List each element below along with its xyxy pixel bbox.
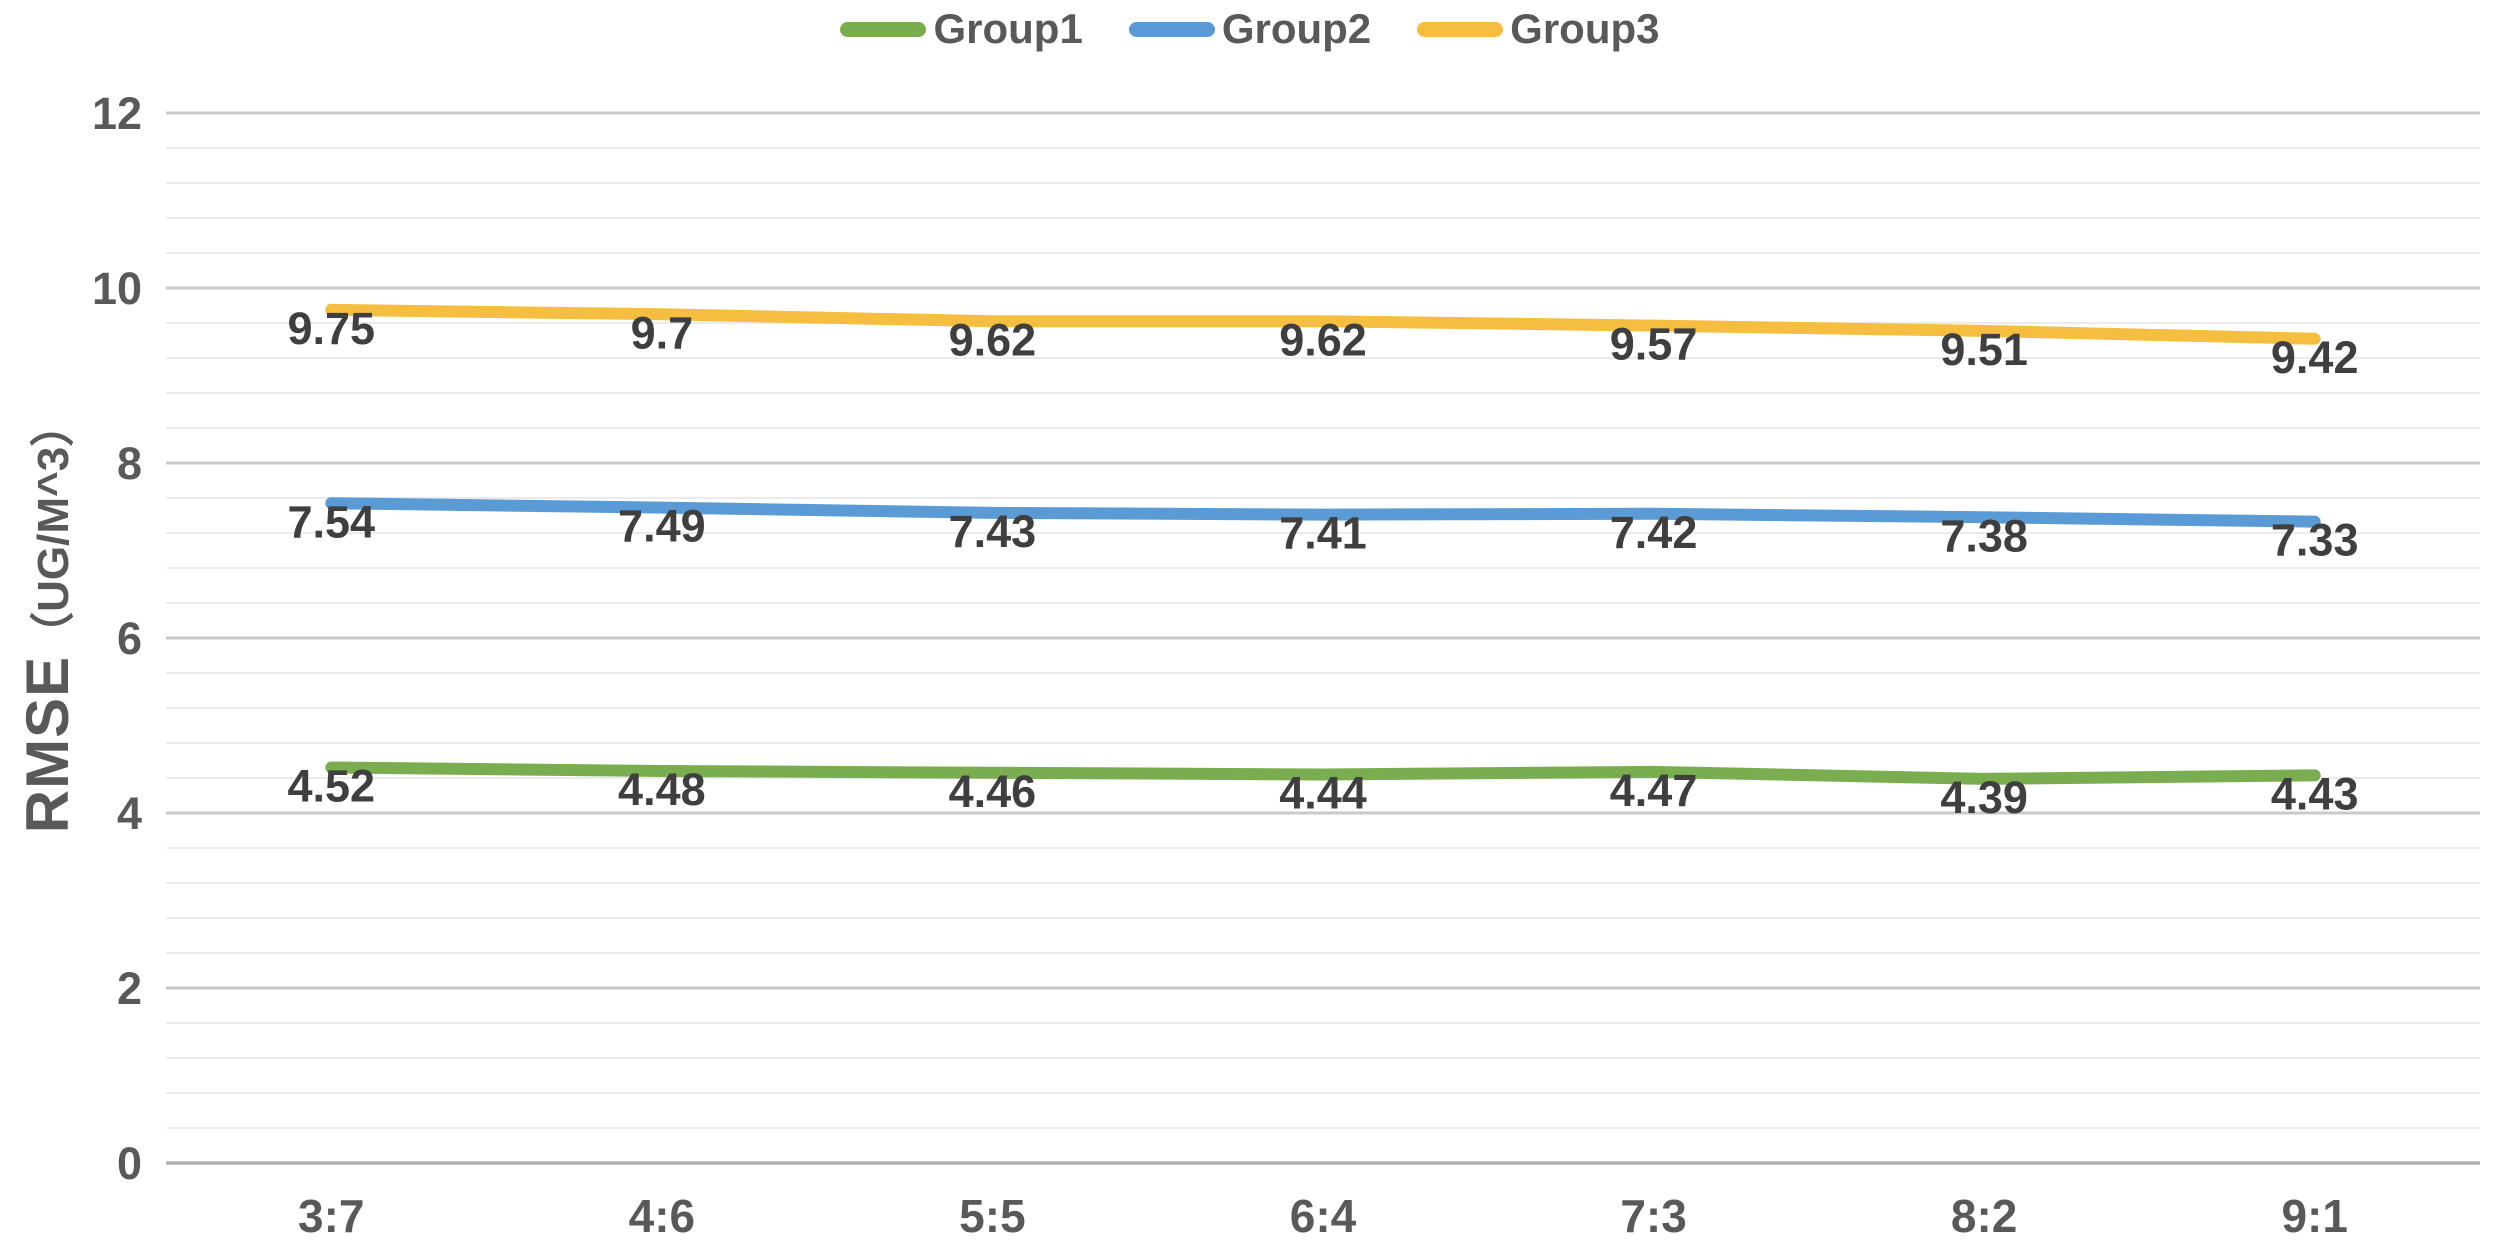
series-line-group1	[325, 761, 2321, 785]
data-labels-group3: 9.75 9.7 9.62 9.62 9.57 9.51 9.42	[287, 303, 2358, 383]
data-label: 4.46	[949, 766, 1037, 817]
series-line-group2	[325, 497, 2321, 528]
data-labels-group2: 7.54 7.49 7.43 7.41 7.42 7.38 7.33	[287, 496, 2358, 565]
data-label: 7.42	[1610, 507, 1698, 558]
data-label: 4.39	[1940, 772, 2028, 823]
data-label: 4.47	[1610, 765, 1698, 816]
x-axis-ticks: 3:7 4:6 5:5 6:4 7:3 8:2 9:1	[298, 1190, 2348, 1242]
y-tick-label: 6	[117, 613, 142, 664]
data-label: 9.42	[2271, 332, 2359, 383]
data-labels-group1: 4.52 4.48 4.46 4.44 4.47 4.39 4.43	[287, 761, 2358, 823]
x-tick-label: 6:4	[1290, 1190, 1357, 1242]
series-line-group3	[325, 303, 2321, 345]
data-label: 9.51	[1940, 324, 2028, 375]
line-path	[325, 761, 2321, 785]
data-label: 4.44	[1279, 768, 1367, 819]
line-path	[325, 303, 2321, 345]
data-label: 7.41	[1279, 508, 1367, 559]
x-tick-label: 4:6	[629, 1190, 695, 1242]
x-tick-label: 8:2	[1951, 1190, 2017, 1242]
data-label: 9.7	[631, 307, 694, 358]
data-label: 7.33	[2271, 515, 2359, 566]
x-tick-label: 3:7	[298, 1190, 364, 1242]
line-path	[325, 497, 2321, 528]
y-tick-label: 8	[117, 438, 142, 489]
data-label: 7.38	[1940, 510, 2028, 561]
data-label: 7.54	[287, 496, 375, 547]
gridlines	[166, 111, 2480, 1165]
data-label: 9.57	[1610, 319, 1698, 370]
y-axis-title-unit: （UG/M^3）	[29, 402, 78, 656]
y-tick-label: 0	[117, 1138, 142, 1189]
data-label: 4.52	[287, 761, 375, 812]
y-tick-label: 2	[117, 963, 142, 1014]
data-label: 9.62	[949, 314, 1037, 365]
y-tick-label: 10	[92, 263, 142, 314]
data-label: 9.62	[1279, 314, 1367, 365]
data-label: 7.43	[949, 506, 1037, 557]
y-axis-title-main: RMSE	[14, 655, 81, 834]
y-axis-ticks: 0 2 4 6 8 10 12	[92, 88, 142, 1189]
x-tick-label: 7:3	[1620, 1190, 1686, 1242]
y-tick-label: 4	[117, 788, 142, 839]
x-tick-label: 5:5	[959, 1190, 1025, 1242]
y-axis-title: RMSE（UG/M^3）	[14, 402, 81, 833]
data-label: 4.43	[2271, 768, 2359, 819]
x-tick-label: 9:1	[2281, 1190, 2347, 1242]
data-label: 7.49	[618, 501, 706, 552]
data-label: 4.48	[618, 764, 706, 815]
y-tick-label: 12	[92, 88, 142, 139]
data-label: 9.75	[287, 303, 375, 354]
